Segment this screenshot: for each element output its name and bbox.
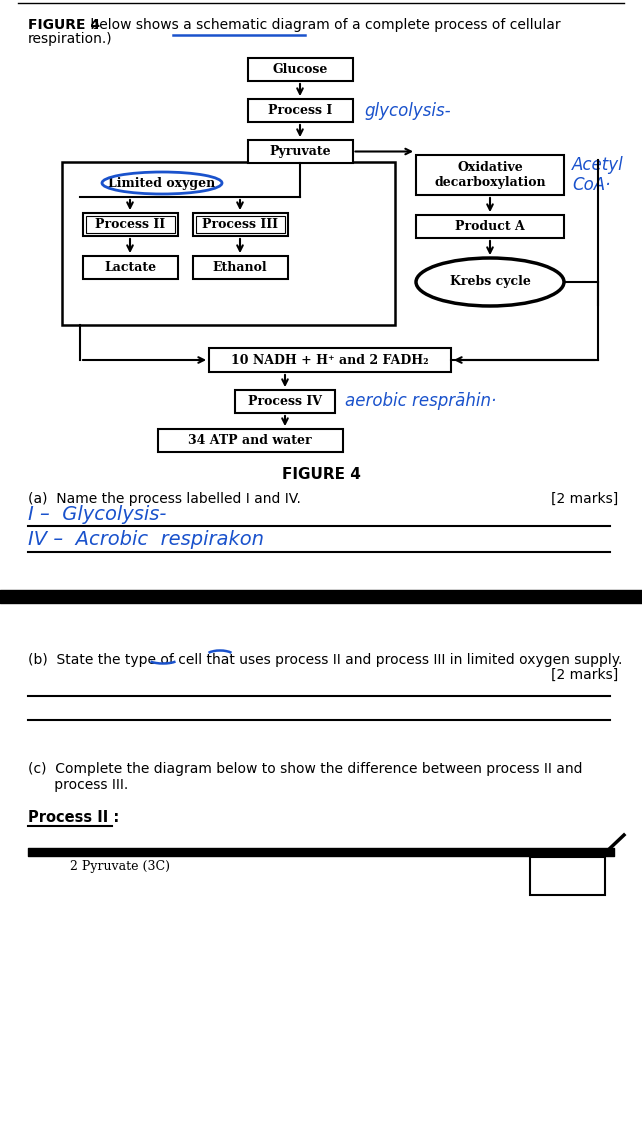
Bar — [62, 161, 395, 325]
Text: 2 Pyruvate (3C): 2 Pyruvate (3C) — [70, 860, 170, 873]
Text: (a)  Name the process labelled I and IV.: (a) Name the process labelled I and IV. — [28, 492, 301, 506]
Text: glycolysis-: glycolysis- — [365, 102, 451, 120]
Bar — [157, 429, 342, 452]
Bar — [248, 140, 352, 163]
Text: Oxidative
decarboxylation: Oxidative decarboxylation — [434, 161, 546, 189]
Bar — [193, 256, 288, 279]
Bar — [83, 213, 177, 236]
Bar — [196, 216, 284, 233]
Text: 10 NADH + H⁺ and 2 FADH₂: 10 NADH + H⁺ and 2 FADH₂ — [231, 353, 429, 367]
Text: Lactate: Lactate — [104, 261, 156, 274]
Text: 34 ATP and water: 34 ATP and water — [188, 434, 312, 447]
Text: respiration.): respiration.) — [28, 32, 112, 46]
Bar — [83, 256, 177, 279]
Bar — [85, 216, 175, 233]
Text: Process II :: Process II : — [28, 809, 119, 825]
Text: FIGURE 4: FIGURE 4 — [282, 467, 360, 482]
Bar — [416, 155, 564, 195]
Bar — [235, 390, 335, 413]
Bar — [416, 215, 564, 238]
Text: Process III: Process III — [202, 218, 278, 231]
Text: [2 marks]: [2 marks] — [551, 668, 618, 682]
Text: Process IV: Process IV — [248, 395, 322, 408]
Bar — [248, 99, 352, 122]
Text: Acetyl
CoA·: Acetyl CoA· — [572, 156, 624, 194]
Bar — [193, 213, 288, 236]
Text: Krebs cycle: Krebs cycle — [449, 275, 530, 289]
Text: Glucose: Glucose — [272, 63, 327, 76]
Bar — [530, 857, 605, 895]
Text: below shows a schematic diagram of a complete process of cellular: below shows a schematic diagram of a com… — [86, 18, 560, 32]
Text: I –  Glycolysis-: I – Glycolysis- — [28, 505, 166, 524]
Text: (b)  State the type of cell that uses process II and process III in limited oxyg: (b) State the type of cell that uses pro… — [28, 653, 622, 667]
Text: Process II: Process II — [95, 218, 165, 231]
Bar — [209, 348, 451, 371]
Text: Product A: Product A — [455, 220, 525, 233]
Text: Process I: Process I — [268, 104, 332, 117]
Text: IV –  Acrobic  respirakon: IV – Acrobic respirakon — [28, 530, 264, 549]
Text: Pyruvate: Pyruvate — [269, 145, 331, 158]
Text: (c)  Complete the diagram below to show the difference between process II and: (c) Complete the diagram below to show t… — [28, 762, 582, 776]
Text: Ethanol: Ethanol — [213, 261, 267, 274]
Text: aerobic resprāhin·: aerobic resprāhin· — [345, 393, 496, 411]
Text: [2 marks]: [2 marks] — [551, 492, 618, 506]
Text: process III.: process III. — [28, 778, 128, 793]
Bar — [248, 58, 352, 81]
Text: Limited oxygen: Limited oxygen — [108, 176, 216, 190]
Text: FIGURE 4: FIGURE 4 — [28, 18, 100, 32]
Ellipse shape — [416, 259, 564, 306]
